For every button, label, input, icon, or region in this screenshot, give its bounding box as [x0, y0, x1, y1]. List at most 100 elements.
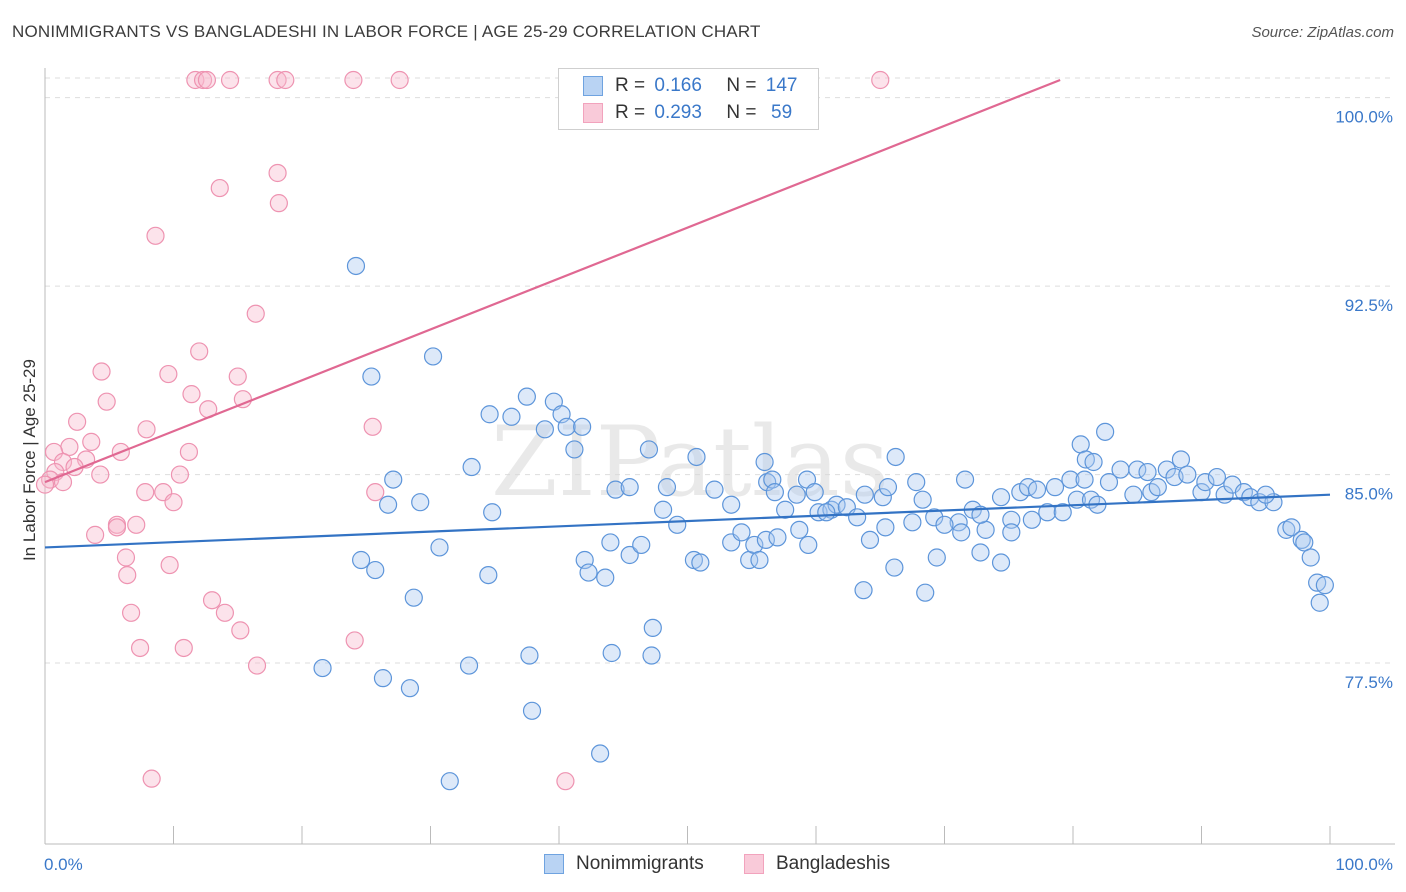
nonimmigrants-point: [1045, 478, 1065, 497]
bangladeshis-series: [35, 70, 890, 791]
nonimmigrants-point: [913, 490, 932, 509]
tick-labels: 77.5% 85.0% 92.5% 100.0% 0.0% 100.0%: [44, 108, 1393, 874]
gridlines: [45, 77, 1395, 664]
nonimmigrants-point: [925, 508, 944, 527]
nonimmigrants-legend-label: Nonimmigrants: [576, 853, 704, 874]
source-label: Source: ZipAtlas.com: [1251, 24, 1394, 41]
bangladeshis-point: [170, 465, 190, 484]
nonimmigrants-point: [790, 520, 809, 539]
nonimmigrants-point: [483, 503, 502, 522]
bangladeshis-point: [92, 362, 111, 381]
nonimmigrants-point: [502, 407, 521, 426]
bangladeshis-point: [366, 483, 385, 502]
legend-row-bangladeshis: R = 0.293 N = 59: [583, 101, 792, 125]
nonimmigrants-point: [440, 772, 459, 791]
nonimmigrants-point: [722, 495, 741, 514]
nonimmigrants-point: [1138, 462, 1157, 482]
nonimmigrants-point: [885, 558, 904, 577]
nonimmigrants-point: [373, 669, 393, 688]
bangladeshis-point: [193, 70, 213, 90]
bangladeshis-legend-label: Bangladeshis: [776, 853, 891, 874]
nonimmigrants-point: [1171, 450, 1191, 469]
bottom-legend-bangladeshis: Bangladeshis: [744, 851, 890, 877]
nonimmigrants-point: [565, 440, 584, 459]
nonimmigrants-point: [362, 367, 381, 386]
axes: [44, 68, 1395, 845]
bangladeshis-point: [556, 772, 575, 791]
nonimmigrants-point: [639, 440, 659, 459]
nonimmigrants-point: [1002, 510, 1021, 529]
nonimmigrants-point: [799, 535, 818, 555]
bangladeshis-point: [202, 591, 222, 610]
bangladeshis-point: [197, 70, 217, 90]
nonimmigrants-point: [903, 513, 922, 532]
nonimmigrants-point: [1207, 467, 1227, 487]
nonimmigrants-point: [1096, 422, 1115, 441]
bangladeshis-swatch: [583, 103, 603, 123]
bangladeshis-point: [53, 452, 73, 472]
nonimmigrants-point: [971, 543, 990, 562]
nonimmigrants-point: [573, 417, 592, 436]
bangladeshis-point: [247, 656, 267, 675]
nonimmigrants-point: [971, 505, 990, 524]
bangladeshis-point: [871, 70, 890, 90]
bangladeshis-point: [179, 442, 199, 462]
correlation-legend: R = 0.166 N = 147 R = 0.293 N = 59: [558, 68, 819, 130]
bangladeshis-point: [390, 70, 409, 90]
nonimmigrants-point: [691, 553, 710, 572]
nonimmigrants-point: [535, 420, 554, 439]
chart-title: NONIMMIGRANTS VS BANGLADESHI IN LABOR FO…: [12, 22, 761, 41]
nonimmigrants-point: [1196, 473, 1215, 492]
nonimmigrants-point: [602, 643, 621, 663]
bangladeshis-point: [182, 385, 201, 404]
x-tick-label-min: 0.0%: [44, 855, 83, 874]
nonimmigrants-point: [643, 618, 662, 637]
nonimmigrants-point: [755, 452, 774, 472]
nonimmigrants-point: [768, 528, 787, 547]
n-label: N =: [726, 102, 762, 123]
nonimmigrants-point: [991, 553, 1011, 572]
y-tick-label: 92.5%: [1345, 296, 1393, 315]
nonimmigrants-point: [1075, 470, 1094, 489]
nonimmigrants-point: [668, 515, 687, 534]
nonimmigrants-point: [400, 679, 420, 698]
nonimmigrants-point: [1256, 485, 1275, 504]
bangladeshis-point: [345, 631, 364, 650]
bangladeshis-point: [60, 437, 79, 457]
nonimmigrants-point: [955, 470, 975, 489]
nonimmigrants-point: [952, 523, 971, 542]
nonimmigrants-point: [787, 485, 806, 504]
y-axis-label: In Labor Force | Age 25-29: [20, 359, 39, 561]
nonimmigrants-point: [632, 535, 651, 555]
r-value: 0.293: [654, 102, 702, 123]
bangladeshis-point: [68, 412, 87, 431]
nonimmigrants-point: [876, 518, 895, 537]
legend-row-nonimmigrants: R = 0.166 N = 147: [583, 74, 797, 98]
bangladeshis-point: [228, 367, 247, 386]
nonimmigrants-point: [732, 523, 751, 542]
nonimmigrants-point: [1022, 510, 1041, 529]
nonimmigrants-point: [657, 478, 677, 497]
r-label: R =: [615, 102, 651, 123]
nonimmigrants-point: [805, 483, 824, 502]
trend-lines: [44, 78, 1331, 549]
nonimmigrants-point: [1124, 485, 1143, 504]
nonimmigrants-point: [1148, 478, 1167, 497]
r-value: 0.166: [654, 75, 702, 96]
n-label: N =: [726, 75, 762, 96]
nonimmigrants-point: [620, 478, 639, 497]
nonimmigrants-point: [522, 701, 542, 720]
bangladeshis-point: [269, 194, 288, 213]
nonimmigrants-point: [855, 485, 874, 504]
nonimmigrants-point: [479, 565, 498, 585]
nonimmigrants-point: [1111, 460, 1130, 479]
nonimmigrants-point: [817, 503, 836, 522]
nonimmigrants-point: [1027, 480, 1047, 499]
bangladeshis-point: [159, 364, 178, 384]
nonimmigrants-point: [606, 480, 625, 499]
nonimmigrants-point: [520, 646, 539, 665]
nonimmigrants-point: [1099, 473, 1119, 492]
nonimmigrants-point: [411, 493, 430, 512]
nonimmigrants-point: [1310, 593, 1329, 612]
bangladeshis-point: [118, 565, 137, 585]
